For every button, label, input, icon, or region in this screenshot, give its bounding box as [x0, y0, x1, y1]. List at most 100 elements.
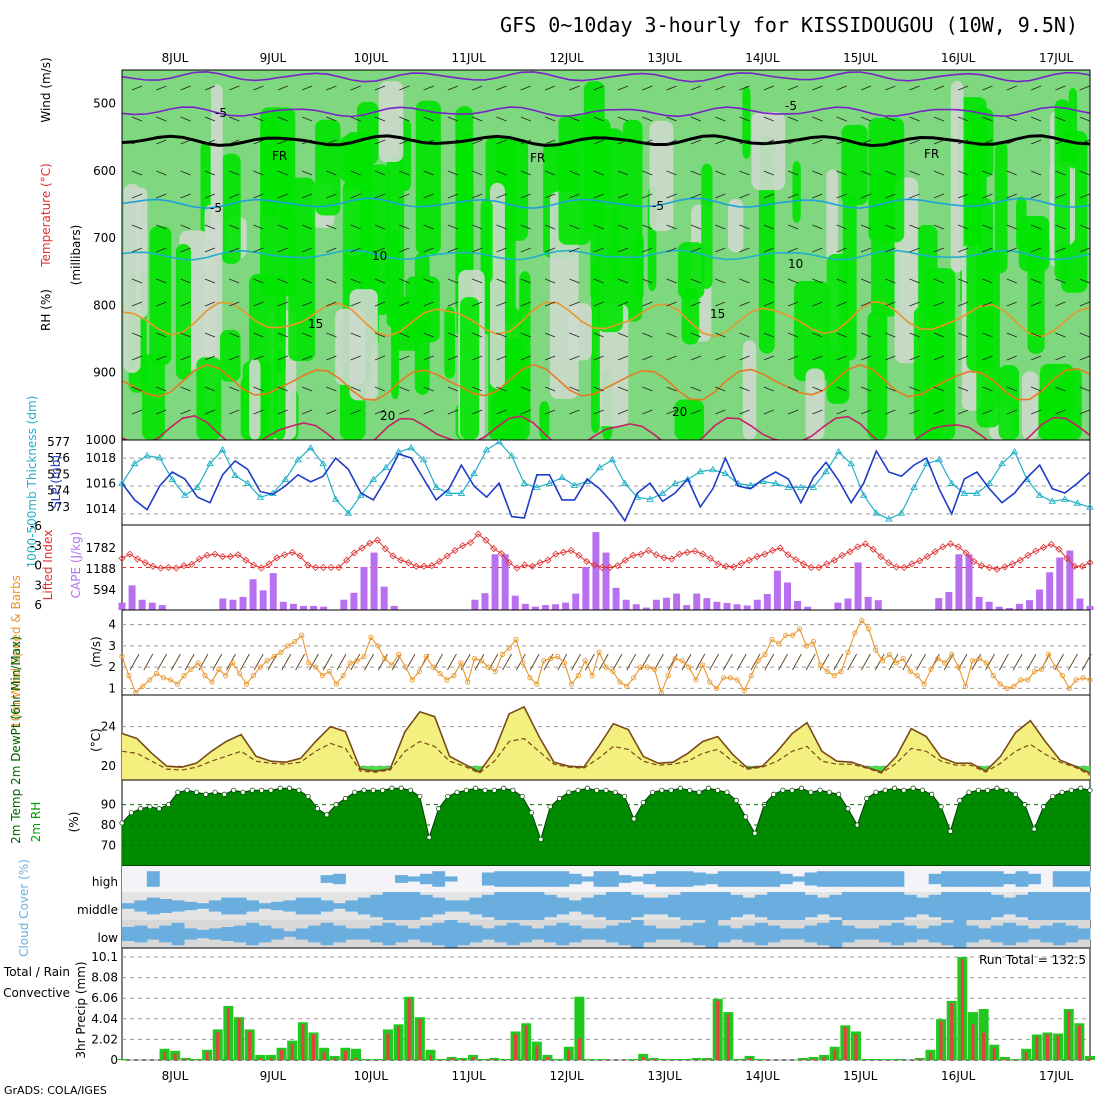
lifted-index-point: [978, 562, 986, 570]
wind-barb: [131, 247, 143, 253]
wind-barb: [885, 224, 896, 230]
cape-bar: [259, 590, 267, 610]
wind10-point: [243, 681, 250, 687]
thickness-point: [181, 491, 189, 498]
thickness-tick: 573: [47, 500, 70, 514]
thickness-point: [885, 515, 893, 522]
cloud-cell: [581, 897, 595, 915]
cape-bar: [834, 602, 842, 610]
cloud-cell: [481, 894, 495, 918]
wind-barb: [593, 85, 604, 91]
cape-bar: [481, 593, 489, 610]
rh-streak: [249, 358, 261, 440]
precip-convective-bar: [450, 1057, 454, 1060]
cloud-cell: [568, 925, 582, 943]
wind-barb: [982, 116, 993, 122]
wind-barb: [277, 355, 288, 361]
wind-barb: [812, 386, 823, 392]
wind-barb: [812, 355, 823, 361]
wind-barb: [933, 386, 945, 392]
cloud-cell: [221, 927, 235, 941]
wind-barb: [666, 355, 677, 361]
cloud-cell: [146, 928, 160, 940]
wind-barb: [1055, 85, 1066, 91]
precip-convective-bar: [248, 1031, 252, 1060]
wind10-point: [395, 651, 402, 657]
wind-barb: [569, 193, 580, 199]
cloud-cell: [953, 920, 967, 948]
wind10-point: [762, 651, 768, 657]
lifted-index-point: [892, 563, 900, 571]
cloud-cell: [891, 922, 905, 946]
cloud-cell: [196, 929, 210, 939]
rh2-point: [901, 787, 907, 793]
wind-barb: [399, 116, 410, 122]
wind-barb: [569, 409, 580, 415]
rh2-point: [594, 787, 600, 793]
wind-barb: [472, 139, 483, 145]
wind-barb: [423, 278, 434, 284]
wind-barb: [642, 332, 653, 338]
wind-barb: [301, 170, 313, 176]
cloud-cell: [146, 871, 160, 887]
rh2-point: [677, 785, 684, 791]
wind-barb: [715, 332, 726, 338]
wind10-barb: [129, 653, 140, 671]
wind10-barb: [999, 653, 1009, 671]
rh2-point: [1068, 787, 1074, 793]
wind-barb: [520, 386, 531, 392]
run-total-label: Run Total = 132.5: [979, 953, 1086, 967]
cloud-cell: [1027, 928, 1041, 940]
wind-barb: [812, 301, 823, 307]
wind-barb: [253, 301, 264, 307]
wind-barb: [544, 332, 556, 338]
wind-barb: [423, 355, 434, 361]
wind10-point: [195, 660, 201, 666]
wind10-point: [651, 666, 658, 672]
wind10-point: [665, 673, 671, 679]
lifted-index-point: [513, 564, 521, 572]
cloud-cell: [903, 925, 917, 943]
precip-convective-bar: [726, 1014, 730, 1060]
lifted-index-point: [1063, 554, 1071, 562]
wind10-tick: 4: [108, 618, 116, 632]
cloud-cell: [804, 925, 818, 943]
precip-convective-bar: [333, 1057, 337, 1060]
cape-bar: [148, 602, 156, 610]
wind-barb: [253, 386, 264, 392]
cloud-cell: [668, 928, 681, 940]
cape-bar: [552, 604, 560, 610]
precip-convective-bar: [1088, 1057, 1092, 1060]
cape-bar: [501, 554, 509, 610]
wind-barb: [958, 224, 969, 230]
wind10-barb: [295, 653, 305, 671]
wind10-point: [783, 632, 789, 638]
precip-convective-bar: [960, 959, 964, 1060]
precip-convective-legend: Convective: [3, 986, 70, 1000]
thickness-point: [218, 446, 227, 453]
wind-barb: [447, 301, 459, 307]
wind10-point: [271, 653, 277, 660]
wind10-point: [527, 675, 533, 681]
cloud-cell: [767, 892, 781, 920]
cloud-cell: [593, 894, 607, 918]
wind10-barb: [184, 653, 195, 671]
lifted-index-point: [745, 556, 753, 564]
wind10-point: [548, 656, 554, 662]
wind-barb: [374, 278, 386, 284]
lifted-index-point: [559, 548, 567, 556]
thickness-point: [1073, 499, 1082, 506]
precip-axis-label: 3hr Precip (mm): [74, 961, 88, 1058]
lifted-index-point: [621, 556, 629, 564]
wind10-barb: [736, 653, 747, 671]
lifted-index-point: [1070, 562, 1079, 570]
thickness-point: [331, 495, 340, 502]
cloud-cell: [1003, 897, 1017, 915]
precip-convective-bar: [652, 1058, 656, 1060]
wind-barb: [277, 247, 288, 253]
cloud-cell: [395, 892, 408, 920]
wind-barb: [156, 224, 167, 230]
wind-barb: [593, 139, 604, 145]
lifted-index-point: [281, 551, 289, 559]
cloud-cell: [655, 871, 669, 887]
